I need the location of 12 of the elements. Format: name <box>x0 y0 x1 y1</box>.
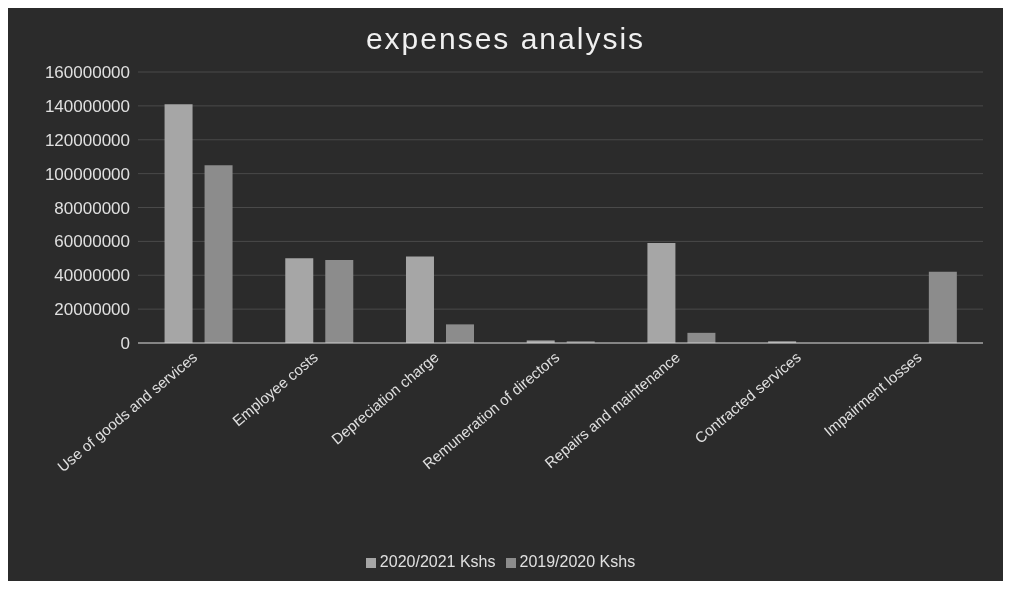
y-tick-label: 80000000 <box>54 198 130 218</box>
y-tick-label: 160000000 <box>44 63 130 83</box>
chart-title: expenses analysis <box>364 21 647 57</box>
y-tick-label: 0 <box>120 334 130 354</box>
y-tick-label: 100000000 <box>44 164 130 184</box>
legend-label: 2019/2020 Kshs <box>519 553 636 570</box>
y-tick-label: 120000000 <box>44 130 130 150</box>
y-tick-label: 40000000 <box>54 266 130 286</box>
y-tick-label: 20000000 <box>54 300 130 320</box>
legend-label: 2020/2021 Kshs <box>379 553 496 570</box>
y-tick-label: 140000000 <box>44 96 130 116</box>
y-tick-label: 60000000 <box>54 232 130 252</box>
